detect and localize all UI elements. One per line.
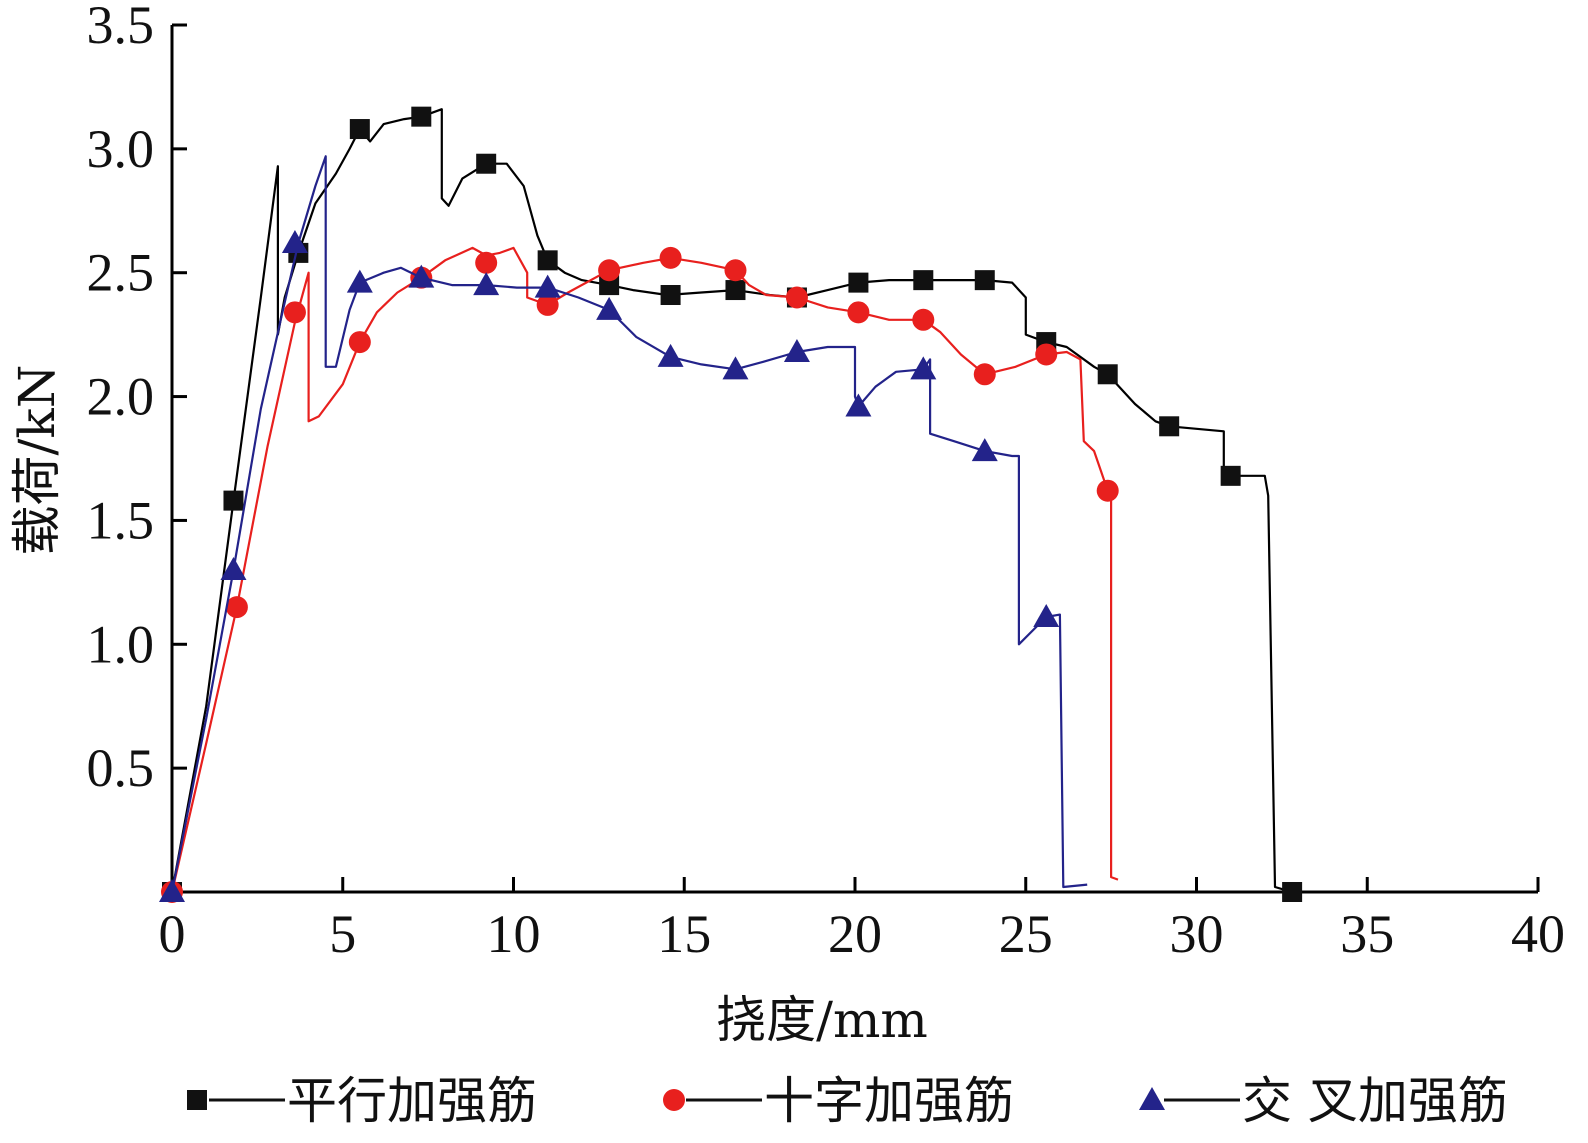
data-point [783, 338, 810, 362]
x-tick-label: 10 [487, 904, 541, 964]
x-tick-label: 0 [159, 904, 186, 964]
data-point [220, 556, 247, 580]
y-tick-label: 3.0 [87, 119, 155, 179]
y-tick-label: 0.5 [87, 738, 155, 798]
data-point [973, 363, 996, 386]
data-point [848, 272, 869, 293]
data-point [349, 119, 370, 140]
data-point [913, 270, 934, 291]
data-point [912, 308, 935, 331]
y-axis-title: 载荷/kN [8, 365, 66, 556]
data-point [910, 356, 937, 380]
series-1 [162, 106, 1303, 902]
series-line [170, 108, 1293, 894]
legend: 平行加强筋 十字加强筋 交 叉加强筋 [187, 1072, 1508, 1130]
data-point [348, 331, 371, 354]
data-point [724, 259, 747, 282]
legend-item-1: 平行加强筋 [187, 1072, 537, 1130]
y-tick-label: 2.0 [87, 367, 155, 427]
data-point [1096, 479, 1119, 502]
data-point [845, 393, 872, 417]
data-point [599, 275, 620, 296]
data-point [225, 596, 248, 619]
x-axis-title: 挠度/mm [716, 991, 928, 1049]
x-tick-label: 5 [329, 904, 356, 964]
y-tick-label: 1.5 [87, 490, 155, 550]
legend-marker [663, 1089, 685, 1111]
data-point [534, 274, 561, 298]
legend-label: 平行加强筋 [287, 1072, 537, 1130]
data-point [1033, 604, 1060, 628]
data-point [536, 293, 559, 316]
x-tick-label: 20 [828, 904, 882, 964]
legend-item-2: 十字加强筋 [663, 1072, 1014, 1130]
data-point [596, 296, 623, 320]
data-point [1097, 364, 1118, 385]
data-point [598, 259, 621, 282]
legend-label: 交 叉加强筋 [1242, 1072, 1508, 1130]
data-point [475, 251, 498, 274]
x-tick-label: 15 [657, 904, 711, 964]
data-point [537, 250, 558, 271]
data-point [408, 264, 435, 288]
data-point [1282, 882, 1303, 902]
y-tick-label: 2.5 [87, 243, 155, 303]
data-point [476, 153, 497, 174]
x-tick-label: 40 [1511, 904, 1565, 964]
data-point [1220, 465, 1241, 486]
data-point [974, 270, 995, 291]
series-2 [161, 246, 1119, 903]
series-line [170, 246, 1119, 893]
data-point [283, 301, 306, 324]
legend-marker [1139, 1087, 1165, 1110]
data-point [1159, 416, 1180, 437]
data-point [159, 879, 185, 902]
x-tick-label: 35 [1340, 904, 1394, 964]
x-tick-label: 30 [1170, 904, 1224, 964]
data-point [281, 229, 308, 253]
series-3 [159, 155, 1088, 902]
data-point [971, 438, 998, 462]
data-point [785, 286, 808, 309]
data-point [223, 490, 244, 511]
data-point [722, 356, 749, 380]
plot-area: 0 5 10 15 20 25 30 35 40 0.5 1.0 1.5 2.0 2.5 3.0 3.5 [87, 0, 1566, 964]
y-tick-label: 1.0 [87, 614, 155, 674]
data-point [660, 285, 681, 306]
data-point [473, 272, 500, 296]
legend-marker [187, 1090, 207, 1110]
legend-label: 十字加强筋 [764, 1072, 1014, 1130]
legend-item-3: 交 叉加强筋 [1139, 1072, 1508, 1130]
x-tick-label: 25 [999, 904, 1053, 964]
data-point [659, 246, 682, 269]
data-point [657, 343, 684, 367]
data-point [847, 301, 870, 324]
data-point [1035, 343, 1058, 366]
data-point [346, 269, 373, 293]
data-point [411, 106, 432, 127]
y-tick-label: 3.5 [87, 0, 155, 55]
data-point [725, 280, 746, 301]
